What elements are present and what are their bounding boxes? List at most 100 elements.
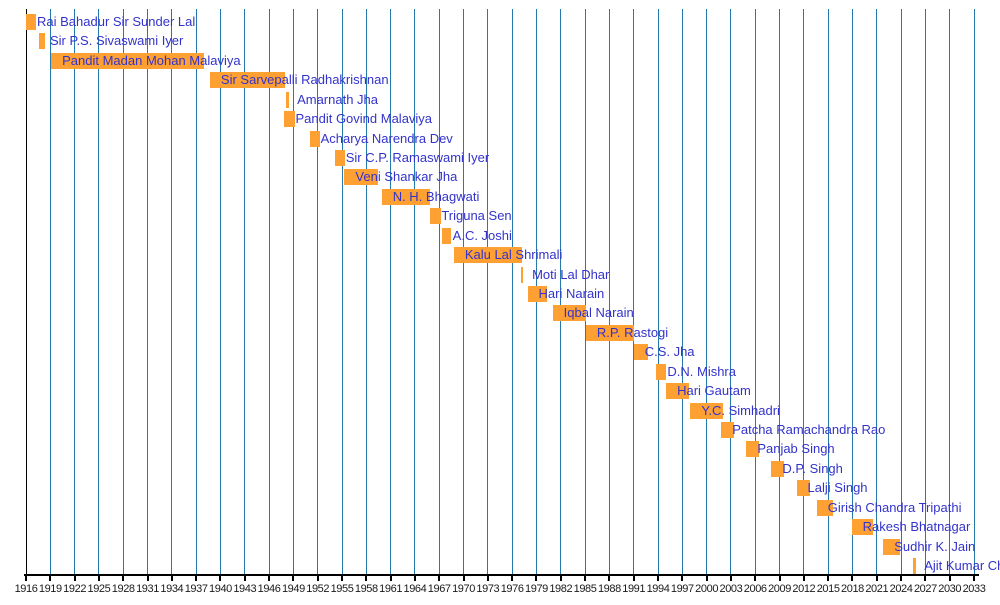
person-label: D.P. Singh — [782, 460, 843, 476]
person-label: Rakesh Bhatnagar — [862, 519, 971, 535]
person-label: Sir C.P. Ramaswami Iyer — [345, 150, 490, 165]
axis-tick — [219, 574, 222, 581]
axis-tick — [170, 574, 173, 581]
axis-tick-label: 2033 — [962, 583, 986, 595]
person-label: Y.C. Simhadri — [701, 402, 780, 418]
timeline-bar — [38, 33, 46, 50]
timeline-bar — [656, 363, 667, 380]
axis-tick-label: 1955 — [330, 583, 354, 595]
year-gridline — [803, 9, 805, 574]
year-gridline — [219, 9, 221, 574]
year-gridline — [98, 9, 100, 574]
year-gridline — [122, 9, 124, 574]
year-gridline — [487, 9, 489, 574]
axis-tick — [608, 574, 611, 581]
year-gridline — [147, 9, 149, 574]
timeline-bar — [585, 324, 634, 341]
axis-tick-label: 1934 — [160, 583, 184, 595]
year-gridline — [900, 9, 902, 574]
axis-tick-label: 1967 — [427, 583, 451, 595]
axis-tick-label: 1979 — [525, 583, 548, 595]
axis-tick-label: 1997 — [670, 583, 694, 595]
axis-tick — [292, 574, 295, 581]
axis-tick — [657, 574, 659, 581]
timeline-bar — [527, 286, 547, 303]
axis-tick-label: 1961 — [379, 583, 403, 595]
axis-tick — [729, 574, 732, 581]
person-label: Sudhir K. Jain — [894, 538, 976, 554]
person-label: R.P. Rastogi — [596, 324, 669, 340]
axis-tick — [681, 574, 684, 581]
timeline-bar — [284, 111, 295, 128]
axis-tick-label: 1919 — [38, 583, 62, 595]
year-gridline — [560, 9, 562, 574]
axis-tick — [195, 574, 198, 581]
year-gridline — [827, 9, 829, 574]
axis-tick-label: 1985 — [573, 583, 597, 595]
person-label: Patcha Ramachandra Rao — [732, 422, 886, 438]
axis-tick — [875, 574, 878, 581]
axis-tick-label: 1964 — [403, 583, 427, 595]
axis-tick-label: 2000 — [695, 583, 719, 595]
axis-tick-label: 2021 — [865, 583, 889, 595]
axis-tick-label: 2012 — [792, 583, 816, 595]
year-gridline — [924, 9, 926, 574]
axis-tick-label: 1946 — [257, 583, 281, 595]
axis-tick-label: 1931 — [136, 583, 159, 595]
timeline-bar — [344, 169, 378, 186]
year-gridline — [438, 9, 440, 574]
axis-tick-label: 1994 — [646, 583, 670, 595]
axis-tick-label: 2003 — [719, 583, 743, 595]
year-gridline — [851, 9, 853, 574]
year-gridline — [706, 9, 708, 574]
person-label: Pandit Govind Malaviya — [295, 111, 433, 127]
axis-tick — [486, 574, 489, 581]
axis-tick-label: 2018 — [841, 583, 864, 595]
timeline-bar — [334, 150, 346, 166]
axis-tick — [122, 574, 125, 581]
year-gridline — [317, 9, 319, 574]
year-gridline — [949, 9, 951, 574]
axis-tick — [535, 574, 538, 581]
axis-tick-label: 1922 — [63, 583, 87, 595]
year-gridline — [584, 9, 586, 574]
axis-tick — [802, 574, 805, 581]
axis-tick-label: 2024 — [889, 583, 913, 595]
axis-tick-label: 1958 — [354, 583, 378, 595]
timeline-bar — [690, 402, 723, 419]
person-label: Kalu Lal Shrimali — [464, 247, 563, 263]
axis-tick-label: 1982 — [549, 583, 573, 595]
year-gridline — [414, 9, 416, 574]
axis-tick-label: 1925 — [87, 583, 111, 595]
axis-tick — [705, 574, 708, 581]
axis-tick — [268, 574, 271, 581]
timeline-bar — [26, 14, 36, 30]
axis-tick — [924, 574, 927, 581]
timeline-bar — [771, 460, 784, 477]
person-label: Sir Sarvepalli Radhakrishnan — [220, 72, 389, 88]
axis-tick — [341, 574, 343, 581]
year-gridline — [754, 9, 756, 574]
axis-tick-label: 1949 — [281, 583, 305, 595]
person-label: Moti Lal Dhar — [532, 266, 610, 282]
year-gridline — [973, 9, 975, 574]
year-gridline — [74, 9, 76, 574]
axis-tick — [438, 574, 441, 581]
timeline-bar — [441, 227, 452, 244]
year-gridline — [244, 9, 246, 574]
axis-tick-label: 1943 — [233, 583, 257, 595]
year-gridline — [365, 9, 367, 574]
axis-tick-label: 1970 — [452, 583, 475, 595]
person-label: Hari Narain — [538, 286, 605, 302]
timeline-bar — [721, 422, 735, 439]
year-gridline — [268, 9, 270, 574]
timeline-bar — [51, 52, 205, 69]
timeline-bar — [209, 72, 286, 89]
year-gridline — [657, 9, 659, 574]
timeline-bar — [796, 480, 811, 497]
timeline-bar — [633, 344, 649, 361]
person-label: Rai Bahadur Sir Sunder Lal — [37, 14, 196, 29]
axis-tick — [413, 574, 416, 581]
person-label: Sir P.S. Sivaswami Iyer — [49, 33, 184, 49]
